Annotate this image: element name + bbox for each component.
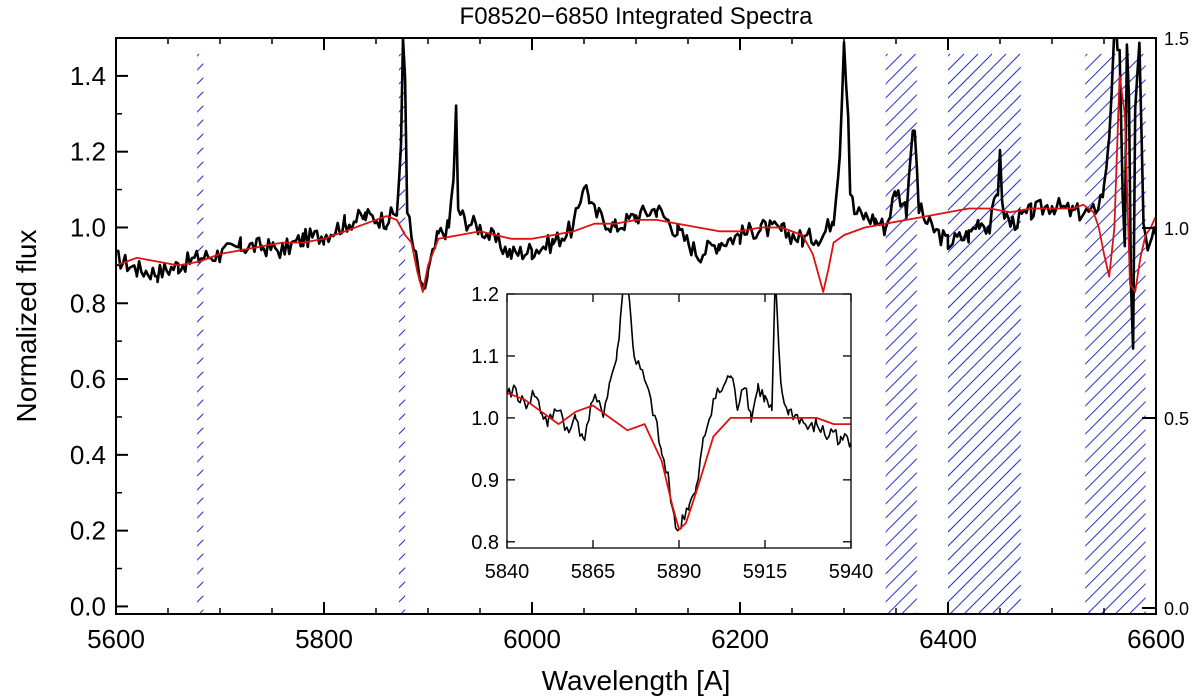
inset-y-tick-label: 1.2: [471, 284, 499, 306]
masked-regions: [197, 53, 1146, 614]
inset-x-tick-label: 5865: [571, 561, 616, 583]
inset-y-tick-label: 1.1: [471, 346, 499, 368]
right-tick-label: 1.5: [1164, 29, 1189, 49]
y-axis-label: Normalized flux: [11, 230, 42, 423]
inset-model-fit-line: [507, 392, 851, 531]
inset-x-tick-label: 5915: [743, 561, 788, 583]
y-tick-label: 0.8: [70, 288, 106, 318]
y-tick-label: 1.2: [70, 137, 106, 167]
x-tick-label: 6000: [503, 624, 561, 654]
inset-series-group: [507, 294, 851, 532]
y-tick-label: 0.6: [70, 364, 106, 394]
right-tick-label: 0.5: [1164, 409, 1189, 429]
inset-x-tick-label: 5940: [829, 561, 874, 583]
inset-y-tick-label: 0.9: [471, 470, 499, 492]
chart-title: F08520−6850 Integrated Spectra: [460, 3, 814, 30]
x-tick-label: 6200: [711, 624, 769, 654]
inset-y-tick-label: 1.0: [471, 408, 499, 430]
y-tick-label: 0.4: [70, 440, 106, 470]
masked-region: [1085, 53, 1146, 614]
y-tick-label: 0.0: [70, 591, 106, 621]
masked-region: [398, 53, 406, 614]
masked-region: [885, 53, 917, 614]
y-tick-label: 1.0: [70, 212, 106, 242]
y-tick-label: 0.2: [70, 516, 106, 546]
right-tick-label: 1.0: [1164, 219, 1189, 239]
inset-x-tick-label: 5840: [485, 561, 530, 583]
x-tick-label: 6400: [919, 624, 977, 654]
inset-axes: 5840 5865 5890 5915 5940 0.8 0.9 1.0 1.1 1.2: [471, 284, 873, 583]
masked-region: [197, 53, 204, 614]
inset-x-tick-label: 5890: [657, 561, 702, 583]
x-tick-label: 5600: [87, 624, 145, 654]
x-tick-label: 6600: [1127, 624, 1185, 654]
right-tick-label: 0.0: [1164, 599, 1189, 619]
x-tick-label: 5800: [295, 624, 353, 654]
main-axes: 5600 5800 6000 6200 6400 6600 0.0 0.2 0.4 0.6 0.8 1…: [70, 29, 1189, 654]
masked-region: [948, 53, 1021, 614]
y-tick-label: 1.4: [70, 61, 106, 91]
inset-y-tick-label: 0.8: [471, 532, 499, 554]
x-axis-label: Wavelength [A]: [542, 665, 731, 696]
model-fit-line: [116, 75, 1156, 293]
main-series-group: [116, 38, 1156, 350]
